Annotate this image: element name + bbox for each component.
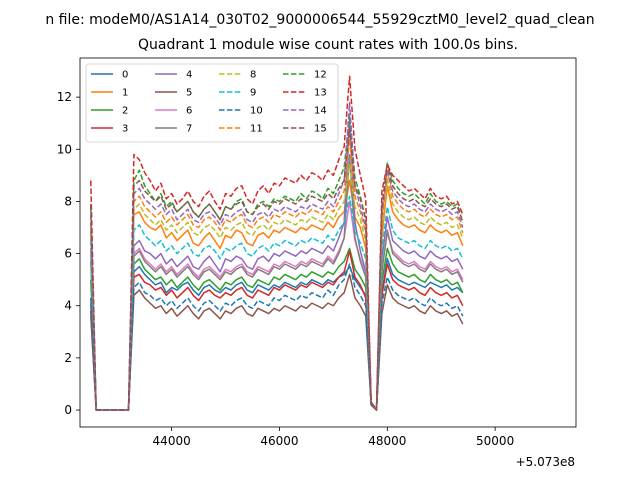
series-line-6 (90, 200, 464, 411)
series-line-1 (90, 179, 464, 411)
legend-label-14: 14 (314, 106, 327, 117)
series-line-5 (90, 273, 464, 411)
series-line-15 (90, 127, 464, 411)
legend-box (85, 63, 339, 143)
legend-label-2: 2 (122, 106, 128, 117)
series-line-12 (90, 114, 464, 411)
y-tick-label: 4 (64, 299, 72, 313)
legend-label-9: 9 (250, 88, 256, 99)
legend-label-11: 11 (250, 124, 263, 135)
legend-label-8: 8 (250, 70, 256, 81)
y-tick-label: 6 (64, 247, 72, 261)
plot-frame (79, 57, 577, 428)
legend-label-0: 0 (122, 70, 128, 81)
legend-label-5: 5 (186, 88, 192, 99)
legend-label-6: 6 (186, 106, 192, 117)
series-line-0 (90, 258, 464, 411)
x-tick-label: 48000 (368, 434, 406, 448)
legend-label-15: 15 (314, 124, 327, 135)
series-line-2 (90, 247, 464, 411)
y-tick-label: 12 (57, 90, 72, 104)
series-line-10 (90, 263, 464, 411)
series-lines (90, 75, 464, 411)
figure-suptitle: n file: modeM0/AS1A14_030T02_9000006544_… (45, 12, 594, 28)
legend-label-7: 7 (186, 124, 192, 135)
x-tick-label: 44000 (153, 434, 191, 448)
series-line-4 (90, 117, 464, 411)
y-tick-label: 0 (64, 403, 72, 417)
legend-label-4: 4 (186, 70, 192, 81)
legend-label-10: 10 (250, 106, 263, 117)
x-offset-label: +5.073e8 (516, 455, 575, 469)
series-line-9 (90, 195, 464, 411)
series-line-8 (90, 164, 464, 411)
series-line-11 (90, 138, 464, 411)
y-tick-label: 10 (57, 142, 72, 156)
legend-label-12: 12 (314, 70, 327, 81)
legend-label-13: 13 (314, 88, 327, 99)
series-line-14 (90, 101, 464, 411)
series-line-13 (90, 75, 464, 411)
y-tick-label: 8 (64, 194, 72, 208)
x-tick-label: 46000 (260, 434, 298, 448)
x-tick-label: 50000 (476, 434, 514, 448)
series-line-7 (90, 153, 464, 411)
legend-label-3: 3 (122, 124, 128, 135)
chart-title: Quadrant 1 module wise count rates with … (138, 37, 518, 53)
legend-label-1: 1 (122, 88, 128, 99)
axes: 44000 46000 48000 5000002468101201234567891… (57, 57, 577, 448)
y-tick-label: 2 (64, 351, 72, 365)
series-line-3 (90, 250, 464, 411)
